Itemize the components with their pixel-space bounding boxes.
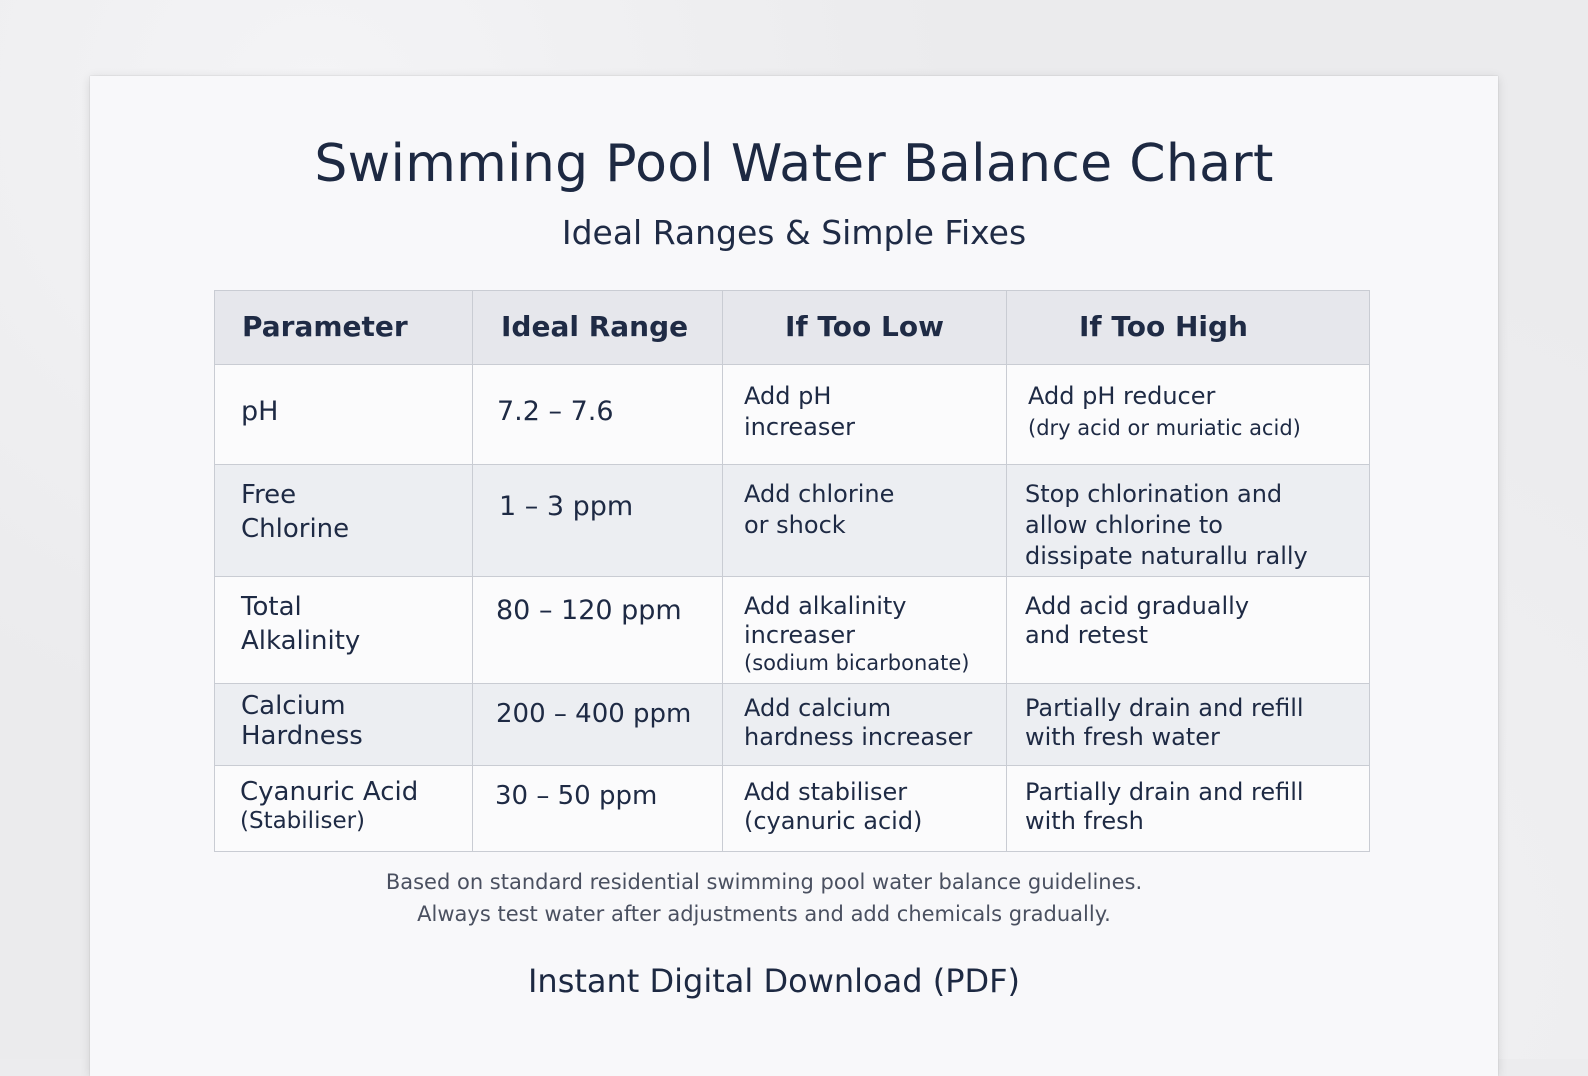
ideal-range-value: 80 – 120 ppm [496, 595, 682, 626]
too-low-line: (cyanuric acid) [744, 806, 923, 835]
too-low-line: Add pH [744, 382, 832, 410]
too-high-note: (dry acid or muriatic acid) [1028, 416, 1301, 441]
page-subtitle: Ideal Ranges & Simple Fixes [561, 213, 1027, 252]
header-if-too-high: If Too High [1006, 290, 1370, 365]
too-high-line: with fresh water [1025, 722, 1220, 751]
header-if-too-low: If Too Low [722, 290, 1007, 365]
parameter-note: (Stabiliser) [240, 807, 366, 834]
too-low-line: Add calcium [744, 694, 892, 722]
footnote-line-2: Always test water after adjustments and … [417, 902, 1111, 926]
too-high-line: dissipate naturallu rally [1025, 542, 1308, 571]
parameter-line: Chlorine [241, 513, 350, 544]
too-low-line: Add stabiliser [744, 778, 908, 806]
too-high-line: Partially drain and refill [1025, 778, 1304, 806]
parameter-cell: Calcium Hardness [214, 683, 473, 766]
too-low-line: hardness increaser [744, 722, 973, 751]
parameter-cell: Total Alkalinity [214, 576, 473, 684]
footnote-line-1: Based on standard residential swimming p… [385, 870, 1143, 894]
too-low-line: Add chlorine [744, 480, 895, 508]
too-low-cell: Add chlorine or shock [722, 464, 1007, 577]
parameter-line: Cyanuric Acid [240, 777, 419, 807]
table-header-row: Parameter Ideal Range If Too Low If Too … [214, 290, 1370, 365]
parameter-line: Hardness [241, 720, 363, 751]
parameter-line: pH [241, 396, 279, 428]
parameter-cell: Free Chlorine [214, 464, 473, 577]
parameter-line: Calcium [241, 691, 346, 721]
too-high-cell: Stop chlorination and allow chlorine to … [1006, 464, 1370, 577]
ideal-range-value: 1 – 3 ppm [499, 491, 634, 522]
too-high-line: Stop chlorination and [1025, 480, 1283, 508]
too-high-line: Partially drain and refill [1025, 694, 1304, 722]
too-low-cell: Add pH increaser [722, 364, 1007, 465]
too-high-cell: Partially drain and refill with fresh wa… [1006, 683, 1370, 766]
ideal-range-value: 7.2 – 7.6 [497, 396, 614, 428]
too-high-line: Add acid gradually [1025, 592, 1250, 620]
water-balance-table: Parameter Ideal Range If Too Low If Too … [214, 290, 1370, 852]
parameter-line: Alkalinity [241, 625, 361, 656]
page-title: Swimming Pool Water Balance Chart [314, 134, 1274, 194]
header-parameter: Parameter [214, 290, 473, 365]
ideal-range-cell: 200 – 400 ppm [472, 683, 723, 766]
ideal-range-value: 30 – 50 ppm [495, 781, 658, 811]
too-high-cell: Add pH reducer (dry acid or muriatic aci… [1006, 364, 1370, 465]
parameter-line: Total [241, 592, 302, 622]
header-ideal-range: Ideal Range [472, 290, 723, 365]
too-low-cell: Add alkalinity increaser (sodium bicarbo… [722, 576, 1007, 684]
ideal-range-cell: 7.2 – 7.6 [472, 364, 723, 465]
too-low-line: increaser [744, 413, 856, 442]
ideal-range-cell: 1 – 3 ppm [472, 464, 723, 577]
too-low-line: increaser [744, 621, 856, 650]
download-label: Instant Digital Download (PDF) [527, 962, 1021, 1000]
too-low-note: (sodium bicarbonate) [744, 650, 970, 675]
too-high-line: with fresh [1025, 806, 1144, 835]
parameter-line: Free [241, 480, 297, 510]
too-high-line: allow chlorine to [1025, 511, 1223, 540]
ideal-range-cell: 80 – 120 ppm [472, 576, 723, 684]
too-high-cell: Add acid gradually and retest [1006, 576, 1370, 684]
table-row: Total Alkalinity 80 – 120 ppm Add alkali… [214, 576, 1370, 684]
table-row: Calcium Hardness 200 – 400 ppm Add calci… [214, 683, 1370, 766]
too-high-cell: Partially drain and refill with fresh [1006, 765, 1370, 852]
too-low-cell: Add stabiliser (cyanuric acid) [722, 765, 1007, 852]
ideal-range-value: 200 – 400 ppm [496, 699, 692, 729]
too-high-line: and retest [1025, 621, 1148, 650]
ideal-range-cell: 30 – 50 ppm [472, 765, 723, 852]
table-row: pH 7.2 – 7.6 Add pH increaser Add pH red… [214, 364, 1370, 465]
table-row: Free Chlorine 1 – 3 ppm Add chlorine or … [214, 464, 1370, 577]
table-row: Cyanuric Acid (Stabiliser) 30 – 50 ppm A… [214, 765, 1370, 852]
parameter-cell: Cyanuric Acid (Stabiliser) [214, 765, 473, 852]
parameter-cell: pH [214, 364, 473, 465]
too-low-line: or shock [744, 511, 846, 540]
too-low-cell: Add calcium hardness increaser [722, 683, 1007, 766]
too-low-line: Add alkalinity [744, 592, 907, 620]
too-high-line: Add pH reducer [1028, 382, 1216, 410]
